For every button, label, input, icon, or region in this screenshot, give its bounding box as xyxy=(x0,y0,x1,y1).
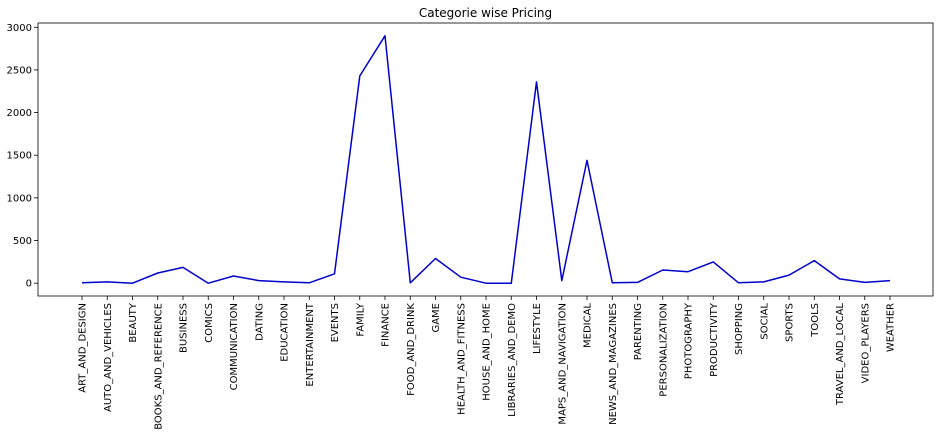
x-tick-label: ART_AND_DESIGN xyxy=(78,303,89,393)
x-tick-label: PERSONALIZATION xyxy=(658,303,669,397)
y-tick-label: 1500 xyxy=(7,151,32,162)
x-tick-label: BEAUTY xyxy=(128,302,139,342)
y-tick-label: 2500 xyxy=(7,65,32,76)
x-tick-label: EDUCATION xyxy=(280,303,291,362)
y-tick-label: 500 xyxy=(13,236,32,247)
x-tick-label: COMMUNICATION xyxy=(229,303,240,390)
x-tick-label: BUSINESS xyxy=(179,303,190,353)
series-line xyxy=(81,35,891,284)
y-tick-label: 2000 xyxy=(7,108,32,119)
x-tick-label: COMICS xyxy=(204,303,215,343)
x-tick-label: LIBRARIES_AND_DEMO xyxy=(507,303,518,417)
x-tick-label: BOOKS_AND_REFERENCE xyxy=(153,303,164,430)
x-tick-label: HEALTH_AND_FITNESS xyxy=(456,303,467,415)
x-tick-label: FINANCE xyxy=(381,303,392,347)
plot-area: 0 500 1000 1500 2000 2500 3000 ART_AND_DESIGN AU… xyxy=(7,22,934,430)
y-tick-label: 1000 xyxy=(7,193,32,204)
y-tick-label: 3000 xyxy=(7,23,32,34)
x-tick-label: VIDEO_PLAYERS xyxy=(860,303,871,383)
x-tick-label: SPORTS xyxy=(785,303,796,342)
x-tick-label: PRODUCTIVITY xyxy=(709,302,720,377)
x-tick-label: ENTERTAINMENT xyxy=(305,302,316,386)
x-tick-label: DATING xyxy=(254,303,265,341)
x-tick-label: LIFESTYLE xyxy=(532,303,543,354)
x-tick-label: GAME xyxy=(431,303,442,333)
chart-title: Categorie wise Pricing xyxy=(419,6,552,20)
x-tick-label: TOOLS xyxy=(810,303,821,338)
plot-frame xyxy=(37,22,934,297)
x-tick-label: TRAVEL_AND_LOCAL xyxy=(835,303,846,407)
x-tick-label: MAPS_AND_NAVIGATION xyxy=(557,303,568,425)
x-tick-label: EVENTS xyxy=(330,303,341,342)
x-tick-label: FAMILY xyxy=(355,302,366,336)
x-tick-label: FOOD_AND_DRINK xyxy=(406,303,417,396)
x-tick-label: PHOTOGRAPHY xyxy=(684,302,695,379)
x-tick-label: SOCIAL xyxy=(759,303,770,340)
x-tick-label: NEWS_AND_MAGAZINES xyxy=(608,303,619,425)
x-tick-label: HOUSE_AND_HOME xyxy=(482,303,493,401)
x-tick-label: SHOPPING xyxy=(734,303,745,355)
x-tick-label: AUTO_AND_VEHICLES xyxy=(103,303,114,412)
x-tick-label: WEATHER xyxy=(886,303,897,352)
x-tick-label: MEDICAL xyxy=(583,303,594,348)
x-tick-label: PARENTING xyxy=(633,303,644,360)
y-tick-label: 0 xyxy=(26,279,32,290)
